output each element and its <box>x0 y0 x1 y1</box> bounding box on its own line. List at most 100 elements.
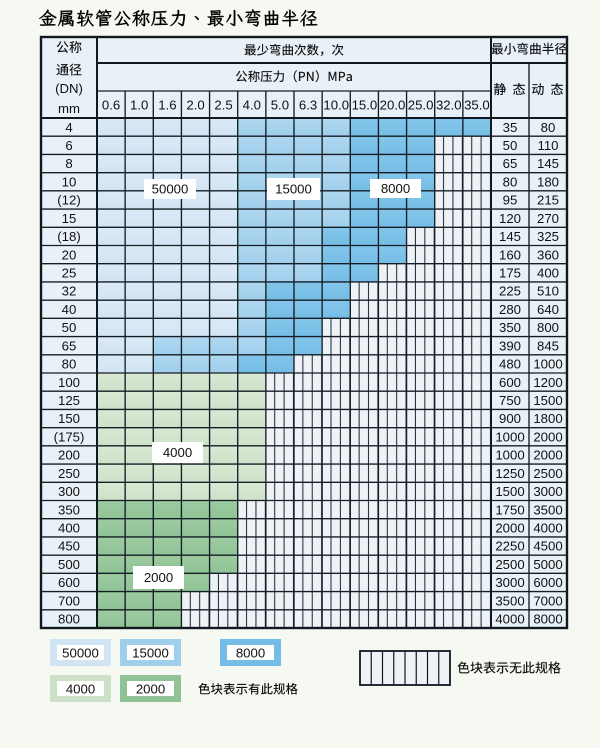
svg-text:50: 50 <box>503 138 518 153</box>
svg-text:10.0: 10.0 <box>323 97 349 112</box>
svg-text:65: 65 <box>503 156 518 171</box>
svg-text:25.0: 25.0 <box>408 97 434 112</box>
svg-text:4500: 4500 <box>533 539 562 554</box>
svg-text:80: 80 <box>541 120 556 135</box>
svg-text:0.6: 0.6 <box>102 97 120 112</box>
svg-text:5.0: 5.0 <box>271 97 289 112</box>
svg-text:15000: 15000 <box>275 182 312 197</box>
svg-text:600: 600 <box>58 575 80 590</box>
svg-text:400: 400 <box>537 266 559 281</box>
svg-text:480: 480 <box>499 357 521 372</box>
svg-text:1750: 1750 <box>495 502 524 517</box>
svg-text:2.0: 2.0 <box>186 97 204 112</box>
svg-text:3500: 3500 <box>533 502 562 517</box>
svg-text:900: 900 <box>499 411 521 426</box>
svg-text:2000: 2000 <box>533 448 562 463</box>
svg-text:35: 35 <box>503 120 518 135</box>
svg-text:800: 800 <box>537 320 559 335</box>
svg-text:1500: 1500 <box>533 393 562 408</box>
svg-text:4000: 4000 <box>495 612 524 627</box>
svg-text:32.0: 32.0 <box>436 97 462 112</box>
svg-text:(12): (12) <box>57 193 80 208</box>
svg-text:3000: 3000 <box>533 484 562 499</box>
svg-text:8: 8 <box>65 156 72 171</box>
svg-text:10: 10 <box>62 174 77 189</box>
svg-text:160: 160 <box>499 247 521 262</box>
svg-text:2500: 2500 <box>533 466 562 481</box>
svg-text:145: 145 <box>499 229 521 244</box>
svg-text:700: 700 <box>58 593 80 608</box>
svg-text:2000: 2000 <box>144 570 173 585</box>
svg-text:25: 25 <box>62 266 77 281</box>
svg-text:20: 20 <box>62 247 77 262</box>
svg-text:225: 225 <box>499 284 521 299</box>
svg-text:2250: 2250 <box>495 539 524 554</box>
svg-text:180: 180 <box>537 174 559 189</box>
svg-text:600: 600 <box>499 375 521 390</box>
svg-text:80: 80 <box>503 174 518 189</box>
svg-text:(DN): (DN) <box>55 81 83 96</box>
svg-text:1000: 1000 <box>495 448 524 463</box>
svg-text:(175): (175) <box>54 429 85 444</box>
svg-text:150: 150 <box>58 411 80 426</box>
svg-text:125: 125 <box>58 393 80 408</box>
svg-text:450: 450 <box>58 539 80 554</box>
svg-text:50000: 50000 <box>62 646 99 661</box>
svg-text:360: 360 <box>537 247 559 262</box>
svg-text:6: 6 <box>65 138 72 153</box>
svg-text:3000: 3000 <box>495 575 524 590</box>
svg-text:1800: 1800 <box>533 411 562 426</box>
svg-text:145: 145 <box>537 156 559 171</box>
svg-text:800: 800 <box>58 612 80 627</box>
svg-text:390: 390 <box>499 338 521 353</box>
svg-text:8000: 8000 <box>381 181 410 196</box>
svg-text:50: 50 <box>62 320 77 335</box>
svg-text:1250: 1250 <box>495 466 524 481</box>
svg-text:95: 95 <box>503 193 518 208</box>
svg-text:845: 845 <box>537 338 559 353</box>
svg-text:8000: 8000 <box>236 646 265 661</box>
svg-text:6.3: 6.3 <box>299 97 317 112</box>
svg-text:110: 110 <box>537 138 558 153</box>
svg-text:65: 65 <box>62 338 77 353</box>
svg-text:400: 400 <box>58 521 80 536</box>
svg-text:4000: 4000 <box>163 445 192 460</box>
svg-text:7000: 7000 <box>533 593 562 608</box>
svg-text:200: 200 <box>58 448 80 463</box>
svg-text:3500: 3500 <box>495 593 524 608</box>
svg-text:6000: 6000 <box>533 575 562 590</box>
svg-text:1000: 1000 <box>533 357 562 372</box>
svg-text:300: 300 <box>58 484 80 499</box>
svg-text:5000: 5000 <box>533 557 562 572</box>
svg-text:350: 350 <box>499 320 521 335</box>
svg-text:640: 640 <box>537 302 559 317</box>
svg-text:80: 80 <box>62 357 77 372</box>
svg-text:1.6: 1.6 <box>158 97 176 112</box>
svg-text:50000: 50000 <box>152 182 189 197</box>
svg-text:215: 215 <box>537 193 559 208</box>
svg-text:270: 270 <box>537 211 559 226</box>
svg-text:2.5: 2.5 <box>214 97 232 112</box>
svg-text:120: 120 <box>499 211 521 226</box>
svg-text:1200: 1200 <box>533 375 562 390</box>
svg-text:325: 325 <box>537 229 559 244</box>
svg-text:15000: 15000 <box>132 646 169 661</box>
svg-text:2000: 2000 <box>136 682 165 697</box>
svg-text:40: 40 <box>62 302 77 317</box>
svg-text:250: 250 <box>58 466 80 481</box>
svg-text:4000: 4000 <box>533 521 562 536</box>
svg-text:100: 100 <box>58 375 80 390</box>
svg-text:20.0: 20.0 <box>380 97 406 112</box>
svg-text:1500: 1500 <box>495 484 524 499</box>
svg-text:510: 510 <box>537 284 559 299</box>
svg-text:500: 500 <box>58 557 80 572</box>
svg-text:35.0: 35.0 <box>464 97 490 112</box>
svg-text:32: 32 <box>62 284 77 299</box>
svg-text:mm: mm <box>58 101 80 116</box>
svg-text:15: 15 <box>62 211 77 226</box>
svg-text:4.0: 4.0 <box>243 97 261 112</box>
svg-text:175: 175 <box>499 266 521 281</box>
svg-text:4: 4 <box>65 120 72 135</box>
svg-text:2000: 2000 <box>495 521 524 536</box>
svg-text:4000: 4000 <box>66 682 95 697</box>
